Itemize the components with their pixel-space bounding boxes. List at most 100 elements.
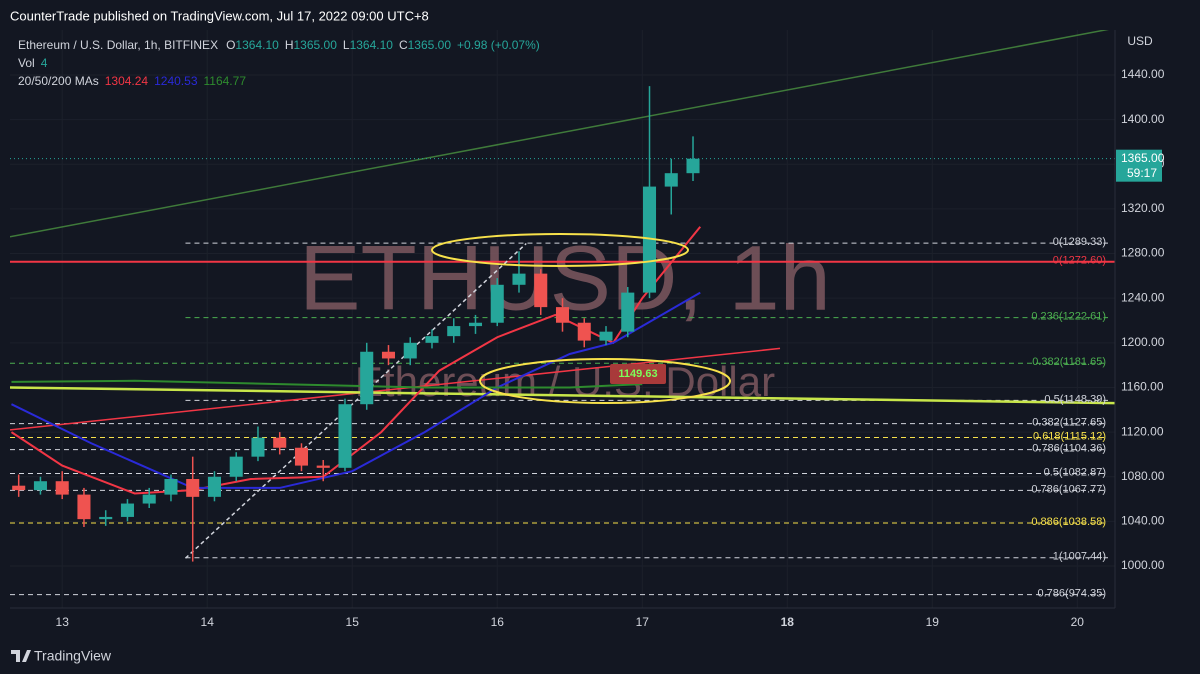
volume-line: Vol 4: [18, 56, 48, 70]
level-label: 0.236(1222.61): [1031, 311, 1106, 323]
ma-value: 1240.53: [154, 74, 198, 88]
plot-area: [10, 30, 1115, 596]
candle-body: [490, 284, 504, 323]
x-tick-label: 18: [781, 615, 795, 629]
trend-line: [10, 30, 1109, 238]
candle-body: [294, 447, 309, 466]
candle-body: [425, 336, 439, 343]
trend-line: [10, 386, 1115, 405]
ohlc-key: C: [399, 38, 408, 52]
level-label: 0.5(1082.87): [1044, 466, 1106, 478]
x-tick-label: 16: [491, 615, 505, 629]
candle-body: [555, 307, 570, 323]
candle-body: [577, 322, 591, 341]
candle-body: [120, 503, 134, 517]
candle-body: [55, 481, 69, 495]
level-label: 0.5(1148.39): [1044, 393, 1106, 405]
y-tick-label: 1120.00: [1121, 424, 1164, 438]
ohlc-value: 1364.10: [235, 38, 279, 52]
moving-average: [11, 291, 701, 489]
x-tick-label: 19: [926, 615, 940, 629]
footer-logo: TradingView: [11, 648, 112, 664]
ma-value: 1164.77: [204, 74, 247, 88]
ohlc-key: O: [226, 38, 235, 52]
candle-body: [164, 478, 178, 495]
y-tick-label: 1080.00: [1121, 469, 1165, 483]
candle-body: [77, 494, 91, 520]
level-label: 0.382(1127.65): [1032, 416, 1106, 428]
highlight-ellipse: [479, 358, 731, 404]
highlight-ellipse: [431, 233, 689, 267]
volume-label: Vol: [18, 56, 35, 70]
candle-body: [273, 437, 287, 448]
grid: [10, 30, 1115, 608]
symbol-line: Ethereum / U.S. Dollar, 1h, BITFINEX O136…: [18, 38, 540, 52]
x-tick-label: 17: [636, 615, 650, 629]
candle-body: [316, 465, 330, 468]
annotation: 1149.63: [618, 368, 657, 380]
last-price: 1365.00: [1121, 151, 1165, 165]
candle-body: [599, 331, 613, 341]
trend-line: [10, 347, 781, 431]
change: +0.98 (+0.07%): [457, 38, 540, 52]
footer: TradingView: [34, 648, 112, 664]
candle-body: [33, 481, 47, 491]
y-tick-label: 1000.00: [1121, 558, 1165, 572]
level-label: 0.382(1181.65): [1032, 356, 1106, 368]
y-tick-label: 1440.00: [1121, 67, 1165, 81]
level-label: 1(1007.44): [1053, 551, 1106, 563]
y-tick-label: 1320.00: [1121, 201, 1165, 215]
ma-label: 20/50/200 MAs: [18, 74, 99, 88]
level-label: 0(1272.60): [1053, 255, 1106, 267]
y-tick-label: 1200.00: [1121, 335, 1165, 349]
candle-body: [512, 273, 526, 285]
candle-body: [447, 326, 461, 337]
annotation-box: [610, 364, 666, 384]
y-tick-label: 1400.00: [1121, 112, 1165, 126]
ohlc-value: 1365.00: [408, 38, 452, 52]
level-label: 0.786(1104.36): [1032, 442, 1106, 454]
candle-body: [468, 322, 483, 327]
candle-body: [207, 476, 221, 497]
candle-body: [642, 186, 657, 293]
candle-body: [686, 158, 700, 174]
candle-body: [229, 456, 243, 477]
y-tick-label: 1160.00: [1121, 380, 1164, 394]
level-label: 0.618(1115.12): [1033, 430, 1106, 442]
ohlc-key: L: [343, 38, 350, 52]
y-tick-label: 1240.00: [1121, 290, 1165, 304]
candle-body: [186, 478, 200, 497]
candle-body: [403, 342, 417, 359]
ma-value: 1304.24: [105, 74, 149, 88]
x-tick-label: 20: [1071, 615, 1085, 629]
currency: USD: [1127, 34, 1153, 48]
candle-body: [621, 292, 635, 332]
candle-body: [99, 516, 113, 520]
trend-line: [184, 242, 527, 559]
volume-value: 4: [41, 56, 48, 70]
symbol: Ethereum / U.S. Dollar, 1h, BITFINEX: [18, 38, 218, 52]
x-tick-label: 14: [201, 615, 215, 629]
y-tick-label: 1280.00: [1121, 246, 1165, 260]
candle-body: [338, 404, 352, 468]
y-tick-label: 1040.00: [1121, 514, 1165, 528]
candle-body: [664, 173, 678, 187]
logo-mark: [11, 650, 31, 662]
level-label: 0.786(974.35): [1038, 588, 1107, 600]
ohlc-value: 1365.00: [293, 38, 337, 52]
x-tick-label: 15: [346, 615, 360, 629]
ohlc-value: 1364.10: [350, 38, 394, 52]
candle-body: [12, 485, 26, 491]
candle-body: [142, 494, 156, 504]
candle-body: [381, 351, 396, 359]
moving-average: [11, 379, 643, 389]
candle-body: [360, 351, 374, 405]
countdown: 59:17: [1127, 166, 1157, 180]
ma-legend: 20/50/200 MAs 1304.24 1240.53 1164.77: [18, 74, 246, 88]
level-label: 0.886(1038.58): [1031, 516, 1106, 528]
level-label: 0(1289.33): [1053, 236, 1106, 248]
ohlc-key: H: [285, 38, 294, 52]
candle-body: [534, 273, 548, 308]
